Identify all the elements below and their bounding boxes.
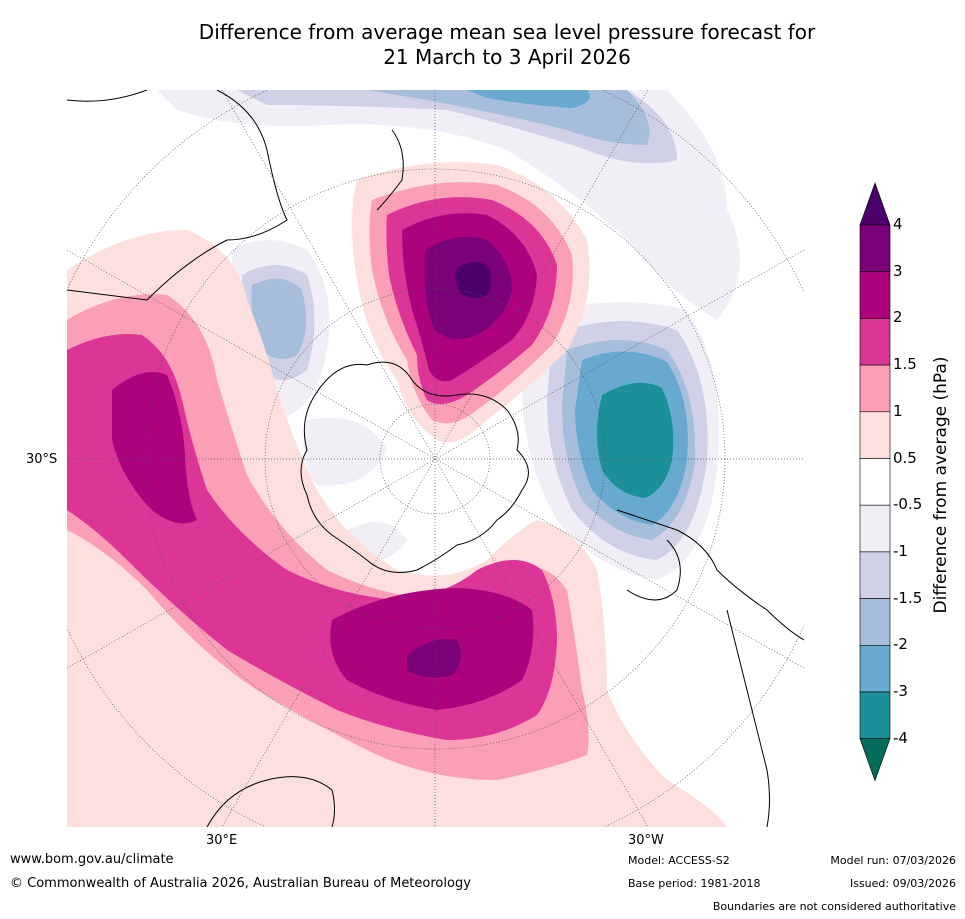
colorbar-band [859,318,891,366]
lat-label-30s: 30°S [26,452,58,467]
lon-label-30e: 30°E [206,833,238,848]
colorbar-tick-label: -4 [893,728,908,747]
colorbar-arrow-top [859,182,891,226]
map-title: Difference from average mean sea level p… [0,20,965,70]
positive-anomaly-dark-purple [455,262,491,298]
colorbar-tick-label: 4 [893,215,903,233]
footer-base-period: Base period: 1981-2018 [628,877,761,890]
colorbar-band [859,598,891,646]
colorbar-band [859,551,891,599]
footer-model-run: Model run: 07/03/2026 [830,854,956,867]
continent-coastlines [67,90,804,827]
footer-disclaimer: Boundaries are not considered authoritat… [712,900,956,913]
colorbar-tick-label: 3 [893,261,903,280]
colorbar-band [859,644,891,693]
colorbar-band [859,271,891,319]
colorbar-band [859,364,891,413]
colorbar-tick-label: -1.5 [893,588,923,607]
colorbar-tick-label: 1 [893,401,903,420]
colorbar-tick-label: -2 [893,635,908,654]
colorbar-tick-label: -0.5 [893,495,923,514]
title-line-2: 21 March to 3 April 2026 [383,45,631,69]
colorbar-arrow-bottom [859,738,891,782]
colorbar-tick-label: 0.5 [893,448,917,467]
graticule-lines [67,90,804,827]
colorbar-band [859,691,891,740]
colorbar-band [859,411,891,459]
footer-copyright: © Commonwealth of Australia 2026, Austra… [10,876,471,891]
colorbar-band [859,224,891,273]
pressure-anomaly-map [67,90,804,827]
title-line-1: Difference from average mean sea level p… [198,20,816,44]
colorbar-tick-label: -3 [893,682,908,700]
colorbar-tick-label: 1.5 [893,355,917,374]
antarctica-coastline [300,361,529,573]
footer-issued: Issued: 09/03/2026 [849,877,956,890]
colorbar-title: Difference from average (hPa) [931,356,951,614]
footer-website[interactable]: www.bom.gov.au/climate [10,852,174,867]
colorbar-tick-label: 2 [893,308,903,327]
colorbar-band [859,504,891,553]
colorbar-band [859,458,891,506]
negative-anomaly-teal [597,382,674,498]
footer-model: Model: ACCESS-S2 [628,854,730,867]
colorbar-tick-label: -1 [893,541,908,560]
lon-label-30w: 30°W [628,833,664,848]
